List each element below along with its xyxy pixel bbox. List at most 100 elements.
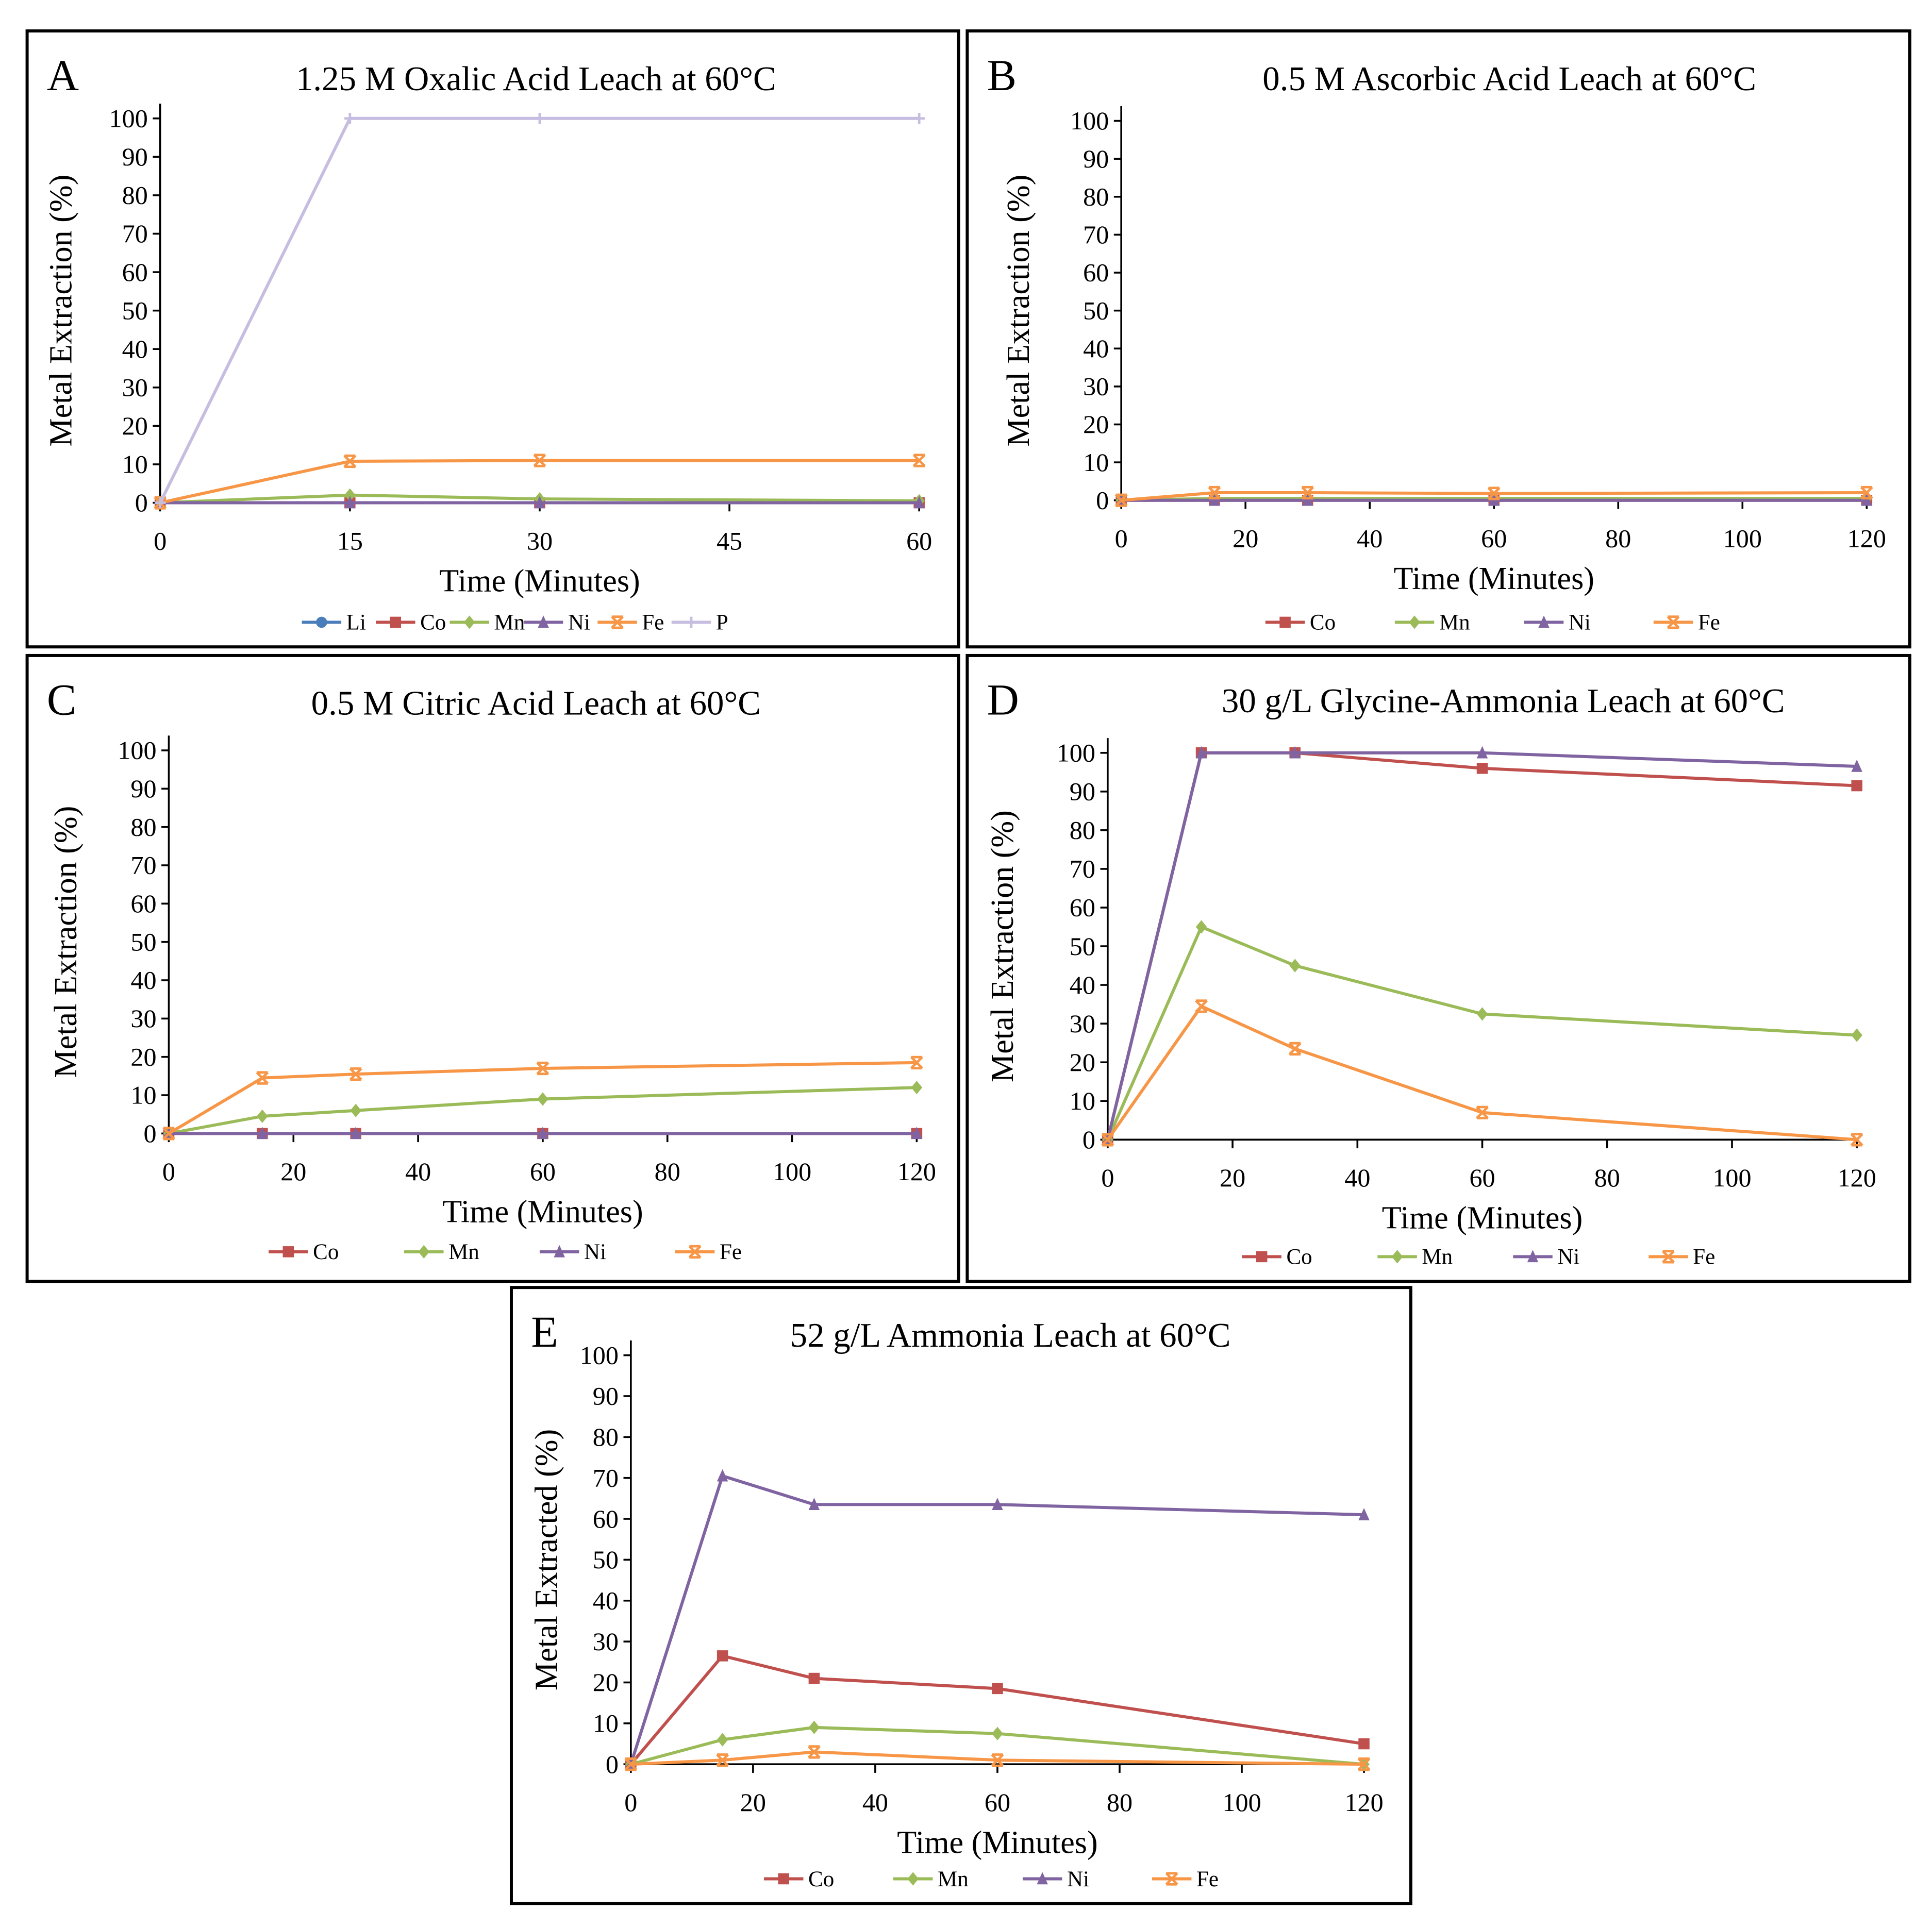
- y-tick-label: 0: [1082, 1125, 1095, 1154]
- y-tick-label: 50: [130, 927, 156, 956]
- x-tick-label: 80: [1107, 1788, 1132, 1817]
- y-tick-label: 30: [1083, 372, 1109, 401]
- series-co: [625, 1650, 1370, 1770]
- y-tick-label: 100: [109, 104, 148, 132]
- y-tick-label: 10: [1070, 1086, 1095, 1115]
- x-tick-label: 0: [154, 526, 166, 555]
- marker-diamond: [463, 615, 475, 629]
- y-tick-label: 30: [130, 1004, 156, 1033]
- legend-item-co: Co: [1242, 1245, 1312, 1269]
- y-tick-label: 60: [1083, 258, 1109, 287]
- marker-square: [1476, 763, 1488, 774]
- x-tick-label: 80: [1594, 1163, 1620, 1192]
- marker-triangle: [1861, 493, 1873, 506]
- legend-item-ni: Ni: [1022, 1867, 1089, 1891]
- legend: Co Mn Ni Fe: [1265, 611, 1720, 635]
- marker-x: [1662, 1250, 1675, 1264]
- marker-x: [162, 1127, 175, 1141]
- marker-diamond: [1391, 1250, 1403, 1264]
- y-tick-label: 30: [593, 1627, 619, 1656]
- series-mn: [1102, 920, 1862, 1147]
- x-tick-label: 80: [655, 1157, 680, 1186]
- marker-square: [1256, 1251, 1268, 1263]
- marker-triangle: [717, 1469, 728, 1482]
- y-tick-label: 20: [1083, 410, 1109, 439]
- marker-x: [991, 1753, 1004, 1767]
- marker-square: [778, 1873, 789, 1885]
- series-fe: [162, 1055, 923, 1141]
- y-tick-label: 100: [580, 1340, 619, 1369]
- marker-x: [1114, 493, 1128, 507]
- series-ni: [163, 1127, 923, 1140]
- marker-diamond: [1851, 1028, 1862, 1042]
- y-tick-label: 10: [122, 450, 148, 479]
- y-tick-label: 40: [130, 966, 156, 995]
- marker-diamond: [344, 488, 356, 502]
- marker-triangle: [1476, 746, 1488, 759]
- y-tick-label: 90: [122, 142, 148, 171]
- legend: Co Mn Ni Fe: [269, 1240, 742, 1264]
- y-tick-label: 60: [122, 258, 148, 287]
- x-axis-label: Time (Minutes): [897, 1825, 1097, 1860]
- legend: Co Mn Ni Fe: [1242, 1245, 1715, 1269]
- marker-square: [1851, 780, 1862, 792]
- legend-label: P: [716, 611, 728, 635]
- marker-x: [1195, 999, 1208, 1013]
- legend-label: Co: [808, 1867, 834, 1891]
- marker-x: [1667, 615, 1680, 629]
- x-tick-label: 15: [337, 526, 363, 555]
- panel-border: [25, 29, 960, 649]
- marker-x: [1301, 485, 1314, 500]
- marker-plus: [154, 497, 166, 509]
- legend-item-mn: Mn: [1394, 611, 1470, 635]
- chart-panel-d: D 30 g/L Glycine-Ammonia Leach at 60°C 0 10…: [965, 653, 1911, 1283]
- marker-diamond: [257, 1109, 268, 1124]
- y-tick-label: 0: [1096, 485, 1109, 514]
- marker-triangle: [344, 496, 356, 509]
- x-tick-label: 0: [624, 1788, 637, 1817]
- y-tick-label: 80: [130, 812, 156, 841]
- marker-square: [390, 616, 402, 628]
- marker-x: [1850, 1133, 1863, 1147]
- y-tick-label: 80: [122, 181, 148, 210]
- x-tick-label: 0: [1115, 524, 1128, 553]
- legend-item-ni: Ni: [1524, 611, 1591, 635]
- legend-item-ni: Ni: [1513, 1245, 1579, 1269]
- panel-border: [965, 29, 1911, 649]
- legend-item-ni: Ni: [539, 1240, 606, 1264]
- x-tick-label: 60: [530, 1157, 556, 1186]
- series-p: [154, 112, 925, 509]
- marker-triangle: [1289, 746, 1301, 759]
- marker-x: [611, 615, 624, 629]
- marker-square: [1279, 616, 1291, 628]
- y-tick-label: 100: [1057, 738, 1095, 767]
- marker-square: [717, 1650, 728, 1662]
- y-axis-label: Metal Extraction (%): [1001, 175, 1036, 447]
- chart-title: 30 g/L Glycine-Ammonia Leach at 60°C: [1222, 682, 1785, 720]
- legend-item-co: Co: [376, 611, 446, 635]
- legend-item-co: Co: [1265, 611, 1336, 635]
- x-tick-label: 20: [1233, 524, 1258, 553]
- legend-item-li: Li: [302, 611, 366, 635]
- series-fe: [1114, 485, 1873, 507]
- x-tick-label: 20: [740, 1788, 766, 1817]
- y-tick-label: 50: [122, 296, 148, 325]
- marker-triangle: [911, 1127, 923, 1140]
- series-fe: [624, 1745, 1371, 1771]
- y-tick-label: 90: [1070, 777, 1095, 806]
- y-tick-label: 40: [1083, 334, 1109, 363]
- x-tick-label: 100: [773, 1157, 811, 1186]
- chart-panel-b: B 0.5 M Ascorbic Acid Leach at 60°C 0 10 20 3…: [965, 29, 1911, 649]
- y-tick-label: 80: [593, 1422, 619, 1451]
- marker-diamond: [1476, 1007, 1488, 1021]
- legend-item-fe: Fe: [597, 611, 664, 635]
- marker-square: [992, 1683, 1003, 1695]
- legend-item-mn: Mn: [893, 1867, 969, 1891]
- legend-item-fe: Fe: [1648, 1245, 1715, 1269]
- legend-label: Ni: [1067, 1867, 1089, 1891]
- legend-item-co: Co: [269, 1240, 339, 1264]
- marker-diamond: [992, 1727, 1003, 1740]
- marker-x: [1476, 1105, 1489, 1119]
- y-axis-label: Metal Extraction (%): [44, 175, 79, 447]
